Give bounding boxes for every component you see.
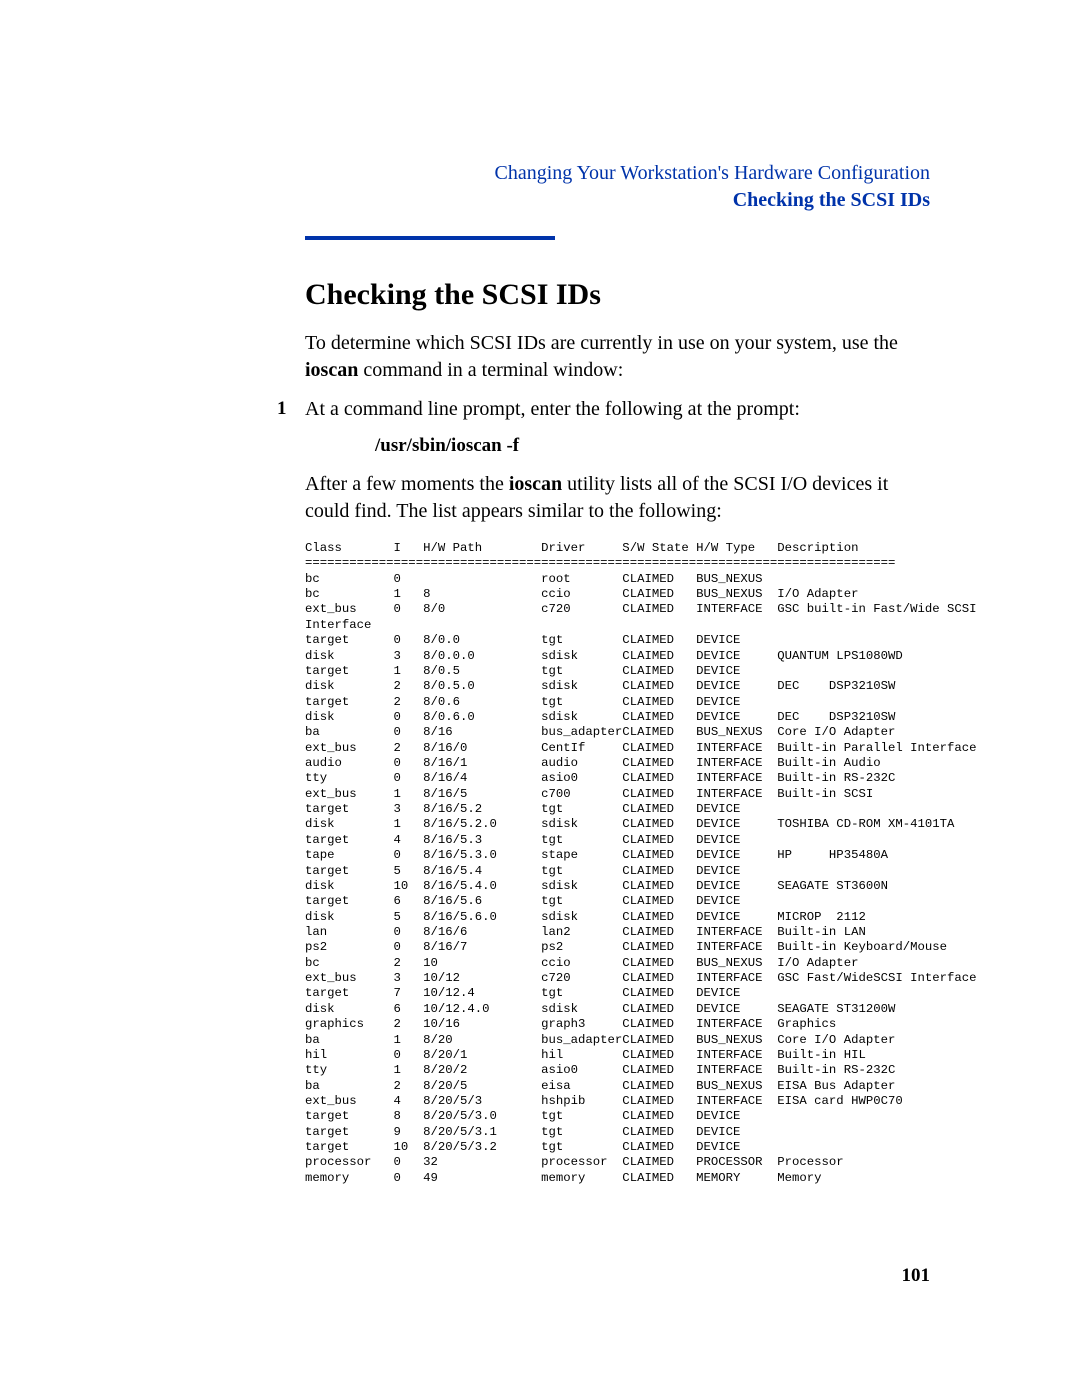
- page-number: 101: [902, 1265, 931, 1287]
- header-rule: [305, 236, 555, 244]
- step-text: At a command line prompt, enter the foll…: [305, 398, 930, 421]
- step-after: After a few moments the ioscan utility l…: [305, 471, 930, 525]
- after-b: ioscan: [509, 473, 562, 495]
- page-title: Checking the SCSI IDs: [305, 278, 930, 312]
- intro-text-a: To determine which SCSI IDs are currentl…: [305, 332, 898, 354]
- page-header: Changing Your Workstation's Hardware Con…: [305, 160, 930, 214]
- intro-text-c: command in a terminal window:: [358, 359, 623, 381]
- intro-cmd: ioscan: [305, 359, 358, 381]
- page: Changing Your Workstation's Hardware Con…: [0, 0, 1080, 1397]
- step-command: /usr/sbin/ioscan -f: [375, 435, 930, 457]
- ioscan-listing: Class I H/W Path Driver S/W State H/W Ty…: [305, 541, 930, 1186]
- intro-paragraph: To determine which SCSI IDs are currentl…: [305, 330, 930, 384]
- after-a: After a few moments the: [305, 473, 509, 495]
- header-section: Checking the SCSI IDs: [305, 187, 930, 214]
- header-chapter: Changing Your Workstation's Hardware Con…: [305, 160, 930, 187]
- step-number: 1: [277, 398, 287, 420]
- step-1: 1 At a command line prompt, enter the fo…: [305, 398, 930, 525]
